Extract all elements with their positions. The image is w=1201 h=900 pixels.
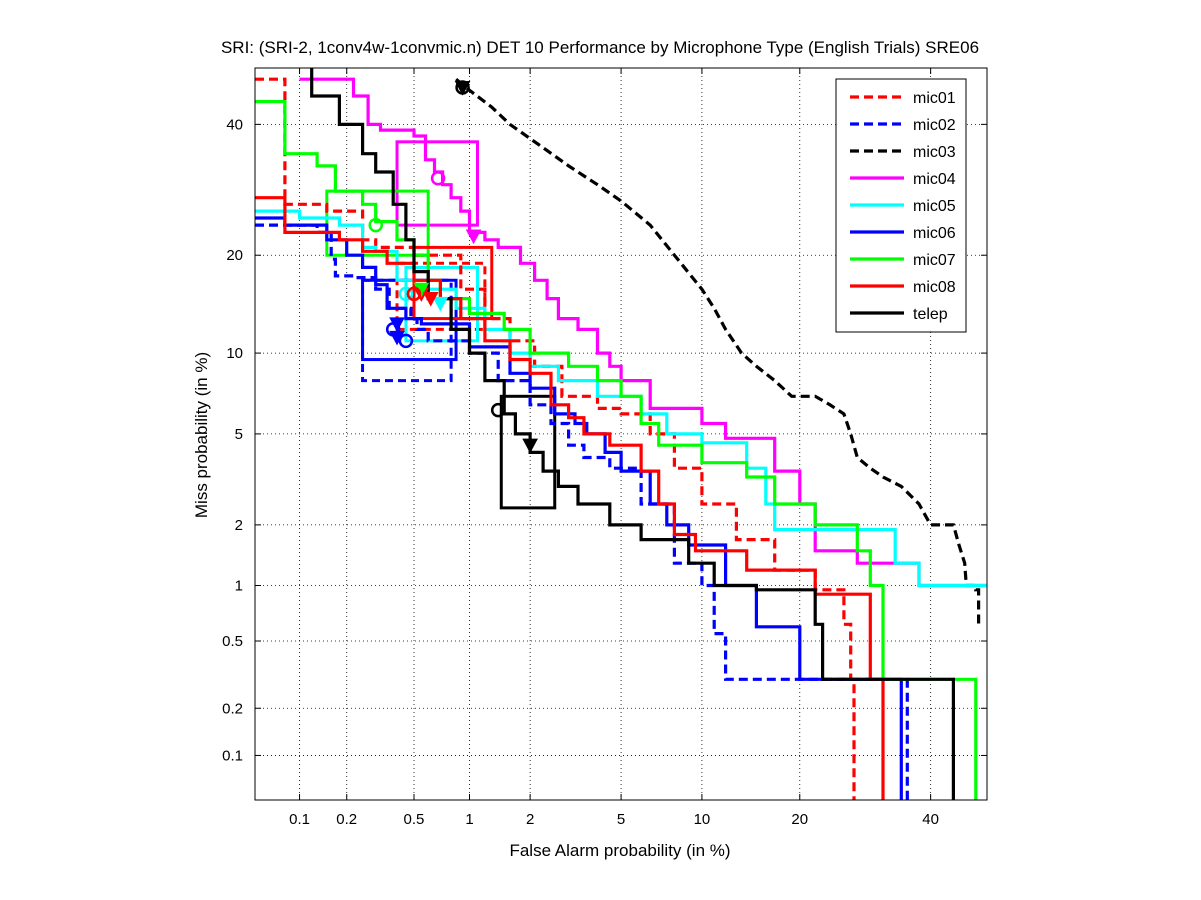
series-line-mic02: [255, 223, 909, 800]
legend-label-mic08: mic08: [913, 279, 956, 296]
act-dcf-marker-mic04: [430, 171, 446, 186]
act-dcf-marker-telep: [490, 402, 506, 418]
y-tick-label: 0.1: [222, 747, 243, 764]
x-axis-label: False Alarm probability (in %): [509, 841, 730, 860]
act-dcf-marker-mic08: [406, 286, 422, 302]
x-tick-label: 1: [465, 811, 473, 828]
legend: mic01 mic02 mic03 mic04 mic05 mic06 mic07 mic08…: [835, 78, 967, 333]
series-line-telep: [310, 68, 955, 800]
x-tick-label: 0.2: [336, 811, 357, 828]
legend-label-mic02: mic02: [913, 117, 956, 134]
legend-label-mic01: mic01: [913, 90, 956, 107]
x-tick-label: 10: [694, 811, 711, 828]
x-tick-label: 20: [791, 811, 808, 828]
box-mic01: [395, 261, 487, 331]
act-dcf-marker-mic05: [398, 286, 414, 302]
y-tick-label: 10: [226, 345, 243, 362]
y-tick-label: 5: [235, 426, 243, 443]
x-tick-label: 0.1: [289, 811, 310, 828]
series-line-mic07: [255, 100, 978, 800]
chart-title: SRI: (SRI-2, 1conv4w-1convmic.n) DET 10 …: [221, 38, 979, 57]
series-line-mic03: [455, 77, 981, 625]
y-tick-label: 0.5: [222, 633, 243, 650]
min-dcf-marker-mic04: [465, 229, 482, 245]
dcf-markers: [368, 80, 538, 454]
box-mic07: [325, 189, 430, 257]
min-dcf-marker-mic08: [422, 292, 439, 307]
x-tick-label: 0.5: [404, 811, 425, 828]
legend-label-mic06: mic06: [913, 225, 956, 242]
y-axis-label: Miss probability (in %): [192, 352, 211, 518]
series-line-mic04: [299, 77, 987, 588]
min-dcf-marker-mic05: [432, 296, 449, 312]
plot-frame: [254, 67, 988, 801]
act-dcf-marker-mic07: [368, 217, 383, 233]
series-line-mic06: [255, 216, 903, 800]
legend-label-telep: telep: [913, 306, 948, 323]
box-telep: [499, 394, 557, 510]
y-tick-label: 1: [235, 578, 243, 595]
y-tick-label: 40: [226, 116, 243, 133]
series-line-mic08: [255, 196, 885, 800]
min-dcf-marker-mic03: [454, 81, 471, 96]
legend-label-mic04: mic04: [913, 171, 956, 188]
y-tick-label: 0.2: [222, 700, 243, 717]
legend-label-mic07: mic07: [913, 252, 956, 269]
x-tick-label: 5: [617, 811, 625, 828]
x-tick-label: 40: [922, 811, 939, 828]
series-lines: [255, 68, 987, 800]
min-dcf-marker-telep: [522, 438, 538, 454]
plot-area: 0.1 0.2 0.5 1 2 5 10 20 40 0.1 0.2 0.5 1 2 5 10 20 40 mic0…: [222, 67, 988, 828]
box-mic04: [395, 140, 479, 227]
x-tick-label: 2: [526, 811, 534, 828]
y-tick-label: 20: [226, 247, 243, 264]
ticks: 0.1 0.2 0.5 1 2 5 10 20 40 0.1 0.2 0.5 1 2 5 10 20 40: [222, 68, 987, 828]
act-dcf-marker-mic02: [398, 333, 414, 349]
legend-label-mic05: mic05: [913, 198, 956, 215]
min-dcf-marker-mic06: [389, 317, 405, 332]
legend-label-mic03: mic03: [913, 144, 956, 161]
y-tick-label: 2: [235, 517, 243, 534]
